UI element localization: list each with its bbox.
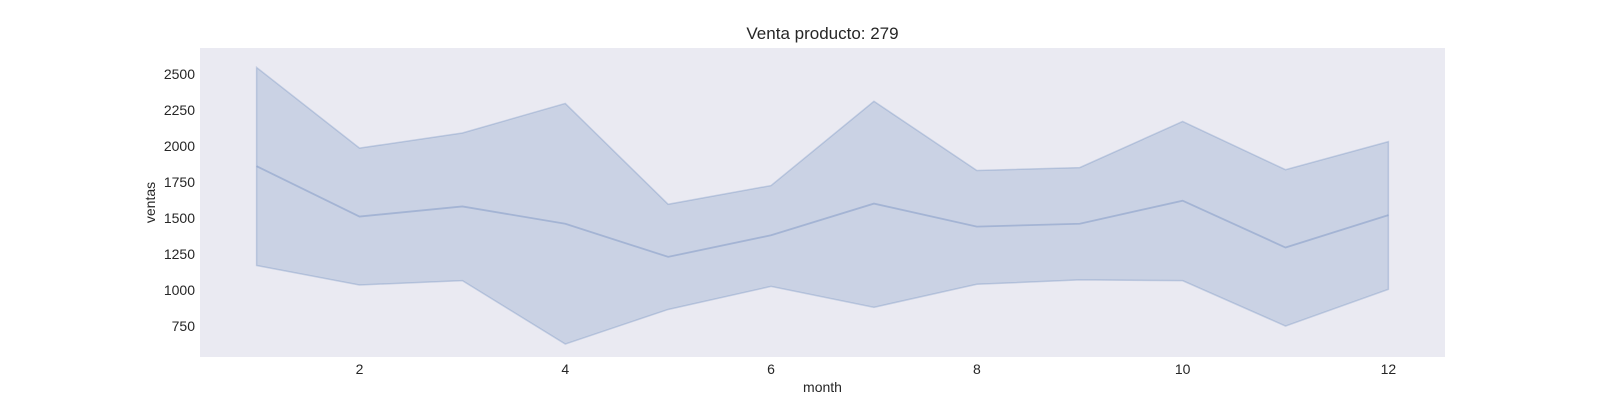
confidence-band-layer [255,65,1390,345]
line-layer [256,165,1389,258]
y-tick-label: 1250 [164,246,195,262]
y-tick-label: 2500 [164,66,195,82]
y-tick-labels: 750 1000 1250 1500 1750 2000 2250 2500 [164,66,195,334]
series-line [256,165,1389,258]
x-tick-label: 10 [1175,361,1191,377]
y-tick-label: 2000 [164,138,195,154]
x-tick-labels: 2 4 6 8 10 12 [356,361,1397,377]
chart-title: Venta producto: 279 [746,24,898,43]
x-axis-label: month [803,379,842,395]
y-tick-label: 750 [172,318,196,334]
plot-background [200,48,1445,357]
x-tick-label: 8 [973,361,981,377]
x-tick-label: 4 [561,361,569,377]
x-tick-label: 2 [356,361,364,377]
y-tick-label: 1750 [164,174,195,190]
y-axis-label: ventas [142,182,158,223]
y-tick-label: 2250 [164,102,195,118]
confidence-band [255,65,1390,345]
x-tick-label: 12 [1381,361,1397,377]
y-tick-label: 1500 [164,210,195,226]
y-tick-label: 1000 [164,282,195,298]
x-tick-label: 6 [767,361,775,377]
